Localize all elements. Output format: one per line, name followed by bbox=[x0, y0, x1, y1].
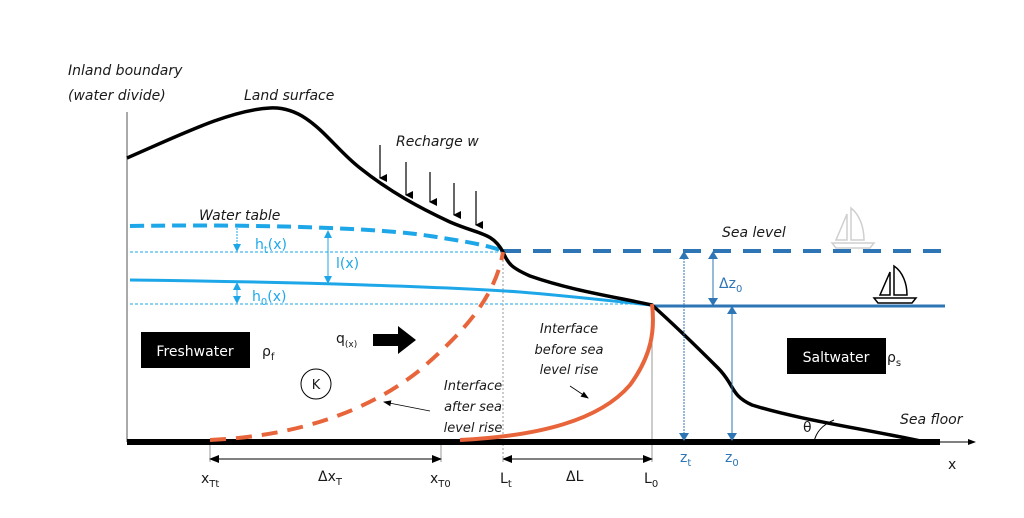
lt-label: Lt bbox=[500, 471, 512, 490]
h0-symbol: h0(x) bbox=[252, 289, 286, 308]
saltwater-box bbox=[787, 338, 886, 374]
boat-future-icon bbox=[830, 206, 876, 249]
interface-after-label-3: level rise bbox=[444, 421, 503, 436]
after-interface-pointer bbox=[383, 400, 431, 412]
x-axis-label: x bbox=[948, 457, 956, 473]
before-interface-pointer bbox=[569, 385, 589, 399]
flow-arrow bbox=[373, 326, 416, 354]
interface-after-label-2: after sea bbox=[444, 400, 502, 415]
ht-symbol: ht(x) bbox=[255, 237, 287, 256]
interface-after-label-1: Interface bbox=[444, 379, 502, 394]
theta-angle-arc bbox=[813, 419, 835, 443]
saltwater-label: Saltwater bbox=[803, 350, 870, 366]
l0-label: L0 bbox=[644, 471, 658, 490]
recharge-label: Recharge w bbox=[396, 134, 479, 150]
boat-current-icon bbox=[872, 264, 918, 304]
water-table-future-line bbox=[129, 223, 504, 253]
dz0-symbol: Δz0 bbox=[719, 276, 742, 295]
conductivity-circle bbox=[300, 368, 332, 400]
land-surface-line bbox=[126, 106, 926, 444]
k-symbol: K bbox=[312, 378, 321, 393]
inland-boundary-label-1: Inland boundary bbox=[68, 63, 183, 79]
water-table-current-line bbox=[129, 278, 653, 307]
zt-symbol: zt bbox=[680, 450, 691, 469]
land-surface-label: Land surface bbox=[244, 88, 334, 104]
freshwater-box bbox=[141, 332, 250, 368]
freshwater-label: Freshwater bbox=[156, 344, 233, 360]
recharge-arrows bbox=[379, 145, 483, 229]
lx-symbol: l(x) bbox=[336, 256, 359, 272]
interface-before-label-2: before sea bbox=[535, 343, 604, 358]
dxt-label: ΔxT bbox=[318, 469, 343, 488]
interface-before-label-1: Interface bbox=[540, 322, 598, 337]
theta-symbol: θ bbox=[803, 420, 812, 436]
interface-before-rise bbox=[459, 303, 655, 442]
dl-label: ΔL bbox=[566, 469, 584, 485]
interface-after-rise bbox=[209, 251, 505, 442]
sea-level-label: Sea level bbox=[722, 225, 786, 241]
z0-symbol: z0 bbox=[725, 450, 739, 469]
xtt-label: xTt bbox=[201, 471, 219, 490]
water-table-label: Water table bbox=[199, 208, 280, 224]
freshwater-density: ρf bbox=[262, 344, 275, 363]
interface-before-label-3: level rise bbox=[540, 363, 599, 378]
saltwater-density: ρs bbox=[887, 350, 901, 369]
flow-symbol: q(x) bbox=[336, 331, 357, 350]
sea-floor-label: Sea floor bbox=[900, 412, 964, 428]
xt0-label: xT0 bbox=[430, 471, 451, 490]
inland-boundary-label-2: (water divide) bbox=[68, 88, 166, 104]
